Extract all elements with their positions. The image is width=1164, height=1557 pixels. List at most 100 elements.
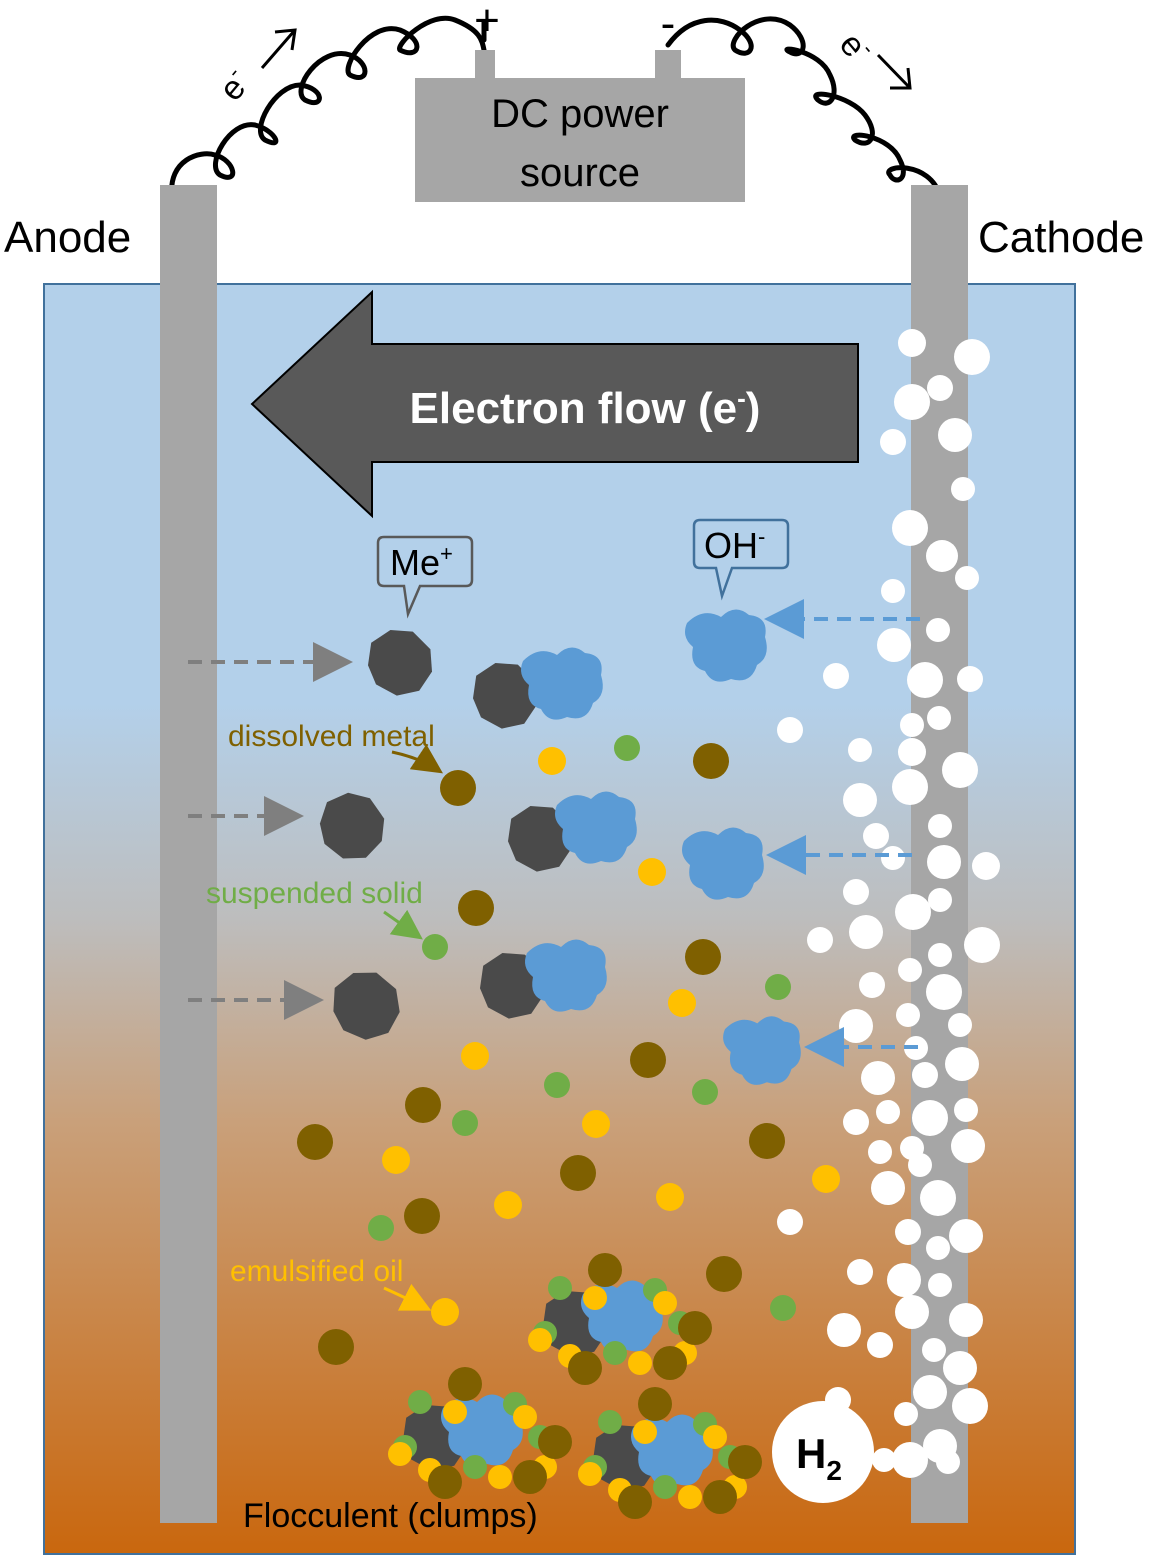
hydrogen-bubble (839, 1009, 873, 1043)
hydrogen-bubble (807, 927, 833, 953)
power-source-terminal-minus (655, 50, 681, 82)
left-wire (169, 15, 487, 199)
hydrogen-bubble (964, 927, 1000, 963)
hydrogen-bubble (894, 1402, 918, 1426)
hydrogen-bubble (892, 1442, 928, 1478)
hydrogen-bubble (927, 706, 951, 730)
hydrogen-bubble (928, 814, 952, 838)
power-source-terminal-plus (475, 50, 495, 82)
metal-ion-label: Me (390, 542, 440, 583)
hydrogen-bubble (928, 1273, 952, 1297)
dissolved-metal-particle (404, 1198, 440, 1234)
hydrogen-bubble (912, 1062, 938, 1088)
emulsified-oil-particle (656, 1183, 684, 1211)
floc-dissolved-metal (448, 1367, 482, 1401)
hydrogen-bubble (896, 1003, 920, 1027)
svg-text:OH-: OH- (704, 524, 765, 566)
floc-dissolved-metal (513, 1460, 547, 1494)
hydrogen-bubble (948, 1013, 972, 1037)
hydrogen-bubble (892, 769, 928, 805)
floc-dissolved-metal (538, 1425, 572, 1459)
floc-dissolved-metal (618, 1485, 652, 1519)
hydrogen-bubble (898, 329, 926, 357)
hydrogen-bubble (881, 846, 905, 870)
hydrogen-bubble (894, 384, 930, 420)
hydrogen-gas-label: H2 (796, 1430, 842, 1486)
hydrogen-bubble (868, 1140, 892, 1164)
emulsified-oil-particle (538, 747, 566, 775)
dissolved-metal-particle (405, 1087, 441, 1123)
dissolved-metal-particle (685, 939, 721, 975)
power-source-line2: source (520, 151, 640, 195)
floc-dissolved-metal (678, 1311, 712, 1345)
hydrogen-bubble (777, 1209, 803, 1235)
floc-emulsified-oil (633, 1420, 657, 1444)
floc-emulsified-oil (488, 1465, 512, 1489)
metal-ion (333, 972, 400, 1040)
hydrogen-bubble (949, 1303, 983, 1337)
plus-terminal-label: + (474, 0, 500, 45)
floc-suspended-solid (463, 1455, 487, 1479)
floc-emulsified-oil (443, 1400, 467, 1424)
metal-ion (319, 792, 385, 859)
hydroxide-release-arrows (764, 599, 920, 1067)
floc-emulsified-oil (528, 1328, 552, 1352)
floc-dissolved-metal (428, 1465, 462, 1499)
hydrogen-bubble (895, 894, 931, 930)
hydrogen-gas-bubble (772, 1401, 874, 1503)
hydrogen-bubble (823, 663, 849, 689)
hydrogen-bubble (957, 666, 983, 692)
dissolved-metal-particle (440, 770, 476, 806)
power-source-line1: DC power (491, 92, 669, 136)
metal-ion-callout: Me+ (376, 535, 474, 619)
dissolved-metal-particle (458, 890, 494, 926)
hydrogen-bubble (867, 1332, 893, 1358)
dissolved-metal-particle (693, 743, 729, 779)
dissolved-metal-particle (749, 1123, 785, 1159)
electron-flow-label: Electron flow (e-) (410, 383, 761, 433)
floc-suspended-solid (548, 1276, 572, 1300)
floc-suspended-solid (653, 1475, 677, 1499)
particles (297, 609, 840, 1519)
emulsified-oil-label: emulsified oil (230, 1255, 403, 1288)
floc-dissolved-metal (703, 1480, 737, 1514)
floc-emulsified-oil (583, 1286, 607, 1310)
hydrogen-bubble (863, 823, 889, 849)
hydrogen-bubble (849, 915, 883, 949)
hydrogen-bubble (843, 1109, 869, 1135)
hydrogen-bubble (843, 783, 877, 817)
floc-emulsified-oil (388, 1442, 412, 1466)
emulsified-oil-particle (461, 1042, 489, 1070)
dissolved-metal-pointer (391, 744, 443, 774)
hydrogen-bubble (871, 1171, 905, 1205)
hydrogen-bubble (877, 628, 911, 662)
dissolved-metal-particle (706, 1256, 742, 1292)
hydrogen-bubble (945, 1047, 979, 1081)
floc-suspended-solid (408, 1390, 432, 1414)
hydrogen-bubble (926, 1236, 950, 1260)
suspended-solid-particle (452, 1110, 478, 1136)
floc-emulsified-oil (513, 1405, 537, 1429)
hydrogen-bubble (827, 1313, 861, 1347)
floc-dissolved-metal (638, 1387, 672, 1421)
hydrogen-bubble (972, 852, 1000, 880)
emulsified-oil-particle (668, 989, 696, 1017)
hydrogen-bubble (908, 1153, 932, 1177)
suspended-solid-particle (544, 1072, 570, 1098)
floc-dissolved-metal (588, 1253, 622, 1287)
hydroxide-ion (521, 647, 603, 720)
hydrogen-bubble (943, 1351, 977, 1385)
floc-emulsified-oil (578, 1462, 602, 1486)
hydrogen-bubble (861, 1061, 895, 1095)
dissolved-metal-particle (560, 1155, 596, 1191)
hydrogen-bubble (955, 566, 979, 590)
hydrogen-bubble (913, 1375, 947, 1409)
hydrogen-bubble (936, 1450, 960, 1474)
hydrogen-bubble (892, 510, 928, 546)
hydrogen-bubble (952, 1388, 988, 1424)
hydrogen-bubble (951, 1129, 985, 1163)
hydrogen-bubble (872, 1448, 896, 1472)
hydrogen-bubble (881, 579, 905, 603)
hydroxide-ion (723, 1016, 801, 1085)
